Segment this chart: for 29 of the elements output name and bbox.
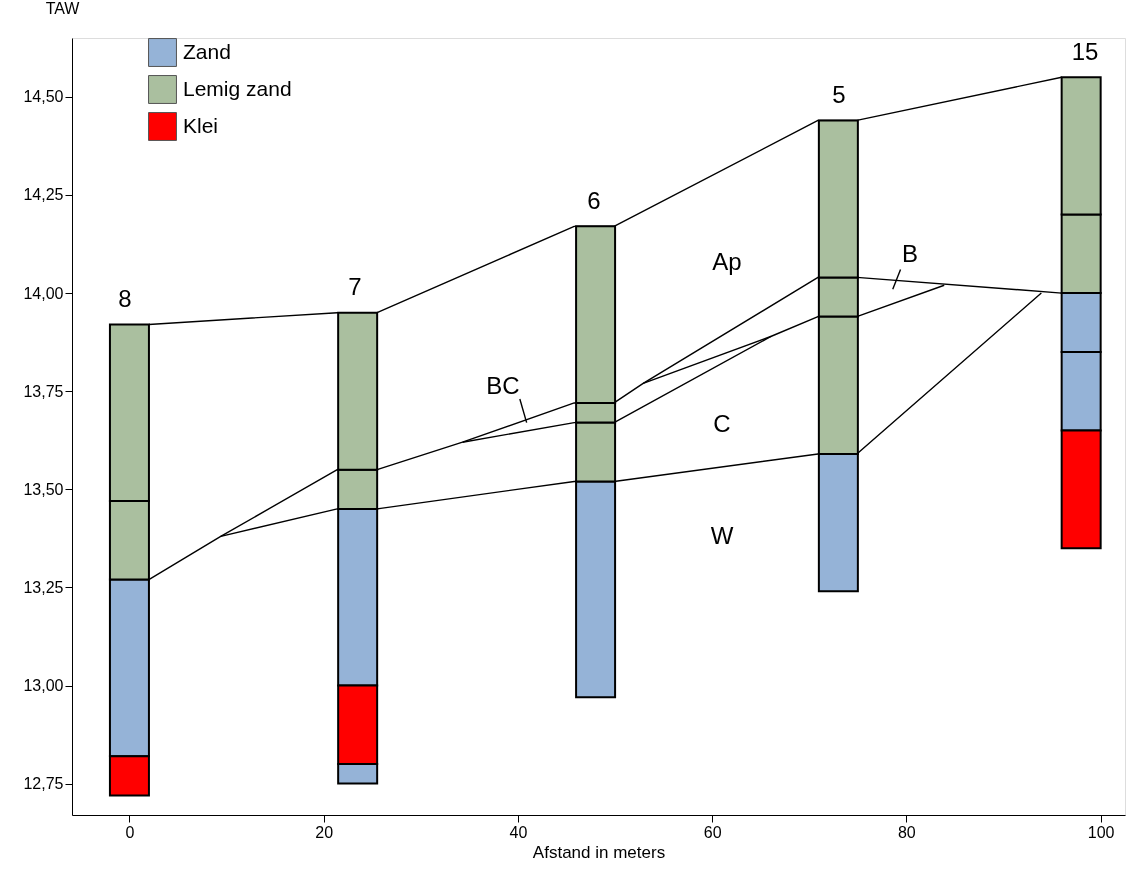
x-axis-title: Afstand in meters [532, 842, 666, 862]
x-tick-label: 0 [125, 823, 135, 841]
y-tick-label: 13,25 [23, 578, 64, 596]
y-tick-label: 14,25 [23, 186, 64, 204]
y-tick-label: 12,75 [23, 775, 64, 793]
annotation: W [710, 522, 734, 549]
y-tick-label: 14,00 [23, 284, 64, 302]
x-tick-label: 60 [703, 823, 722, 841]
annotation: 6 [587, 187, 601, 214]
annotation: 8 [118, 285, 132, 312]
legend-label: Lemig zand [183, 76, 292, 100]
legend-label: Klei [183, 113, 219, 137]
x-tick-label: 80 [897, 823, 916, 841]
x-tick-label: 40 [509, 823, 528, 841]
annotation: C [713, 410, 731, 437]
annotation: 15 [1071, 38, 1099, 65]
x-tick-label: 100 [1087, 823, 1115, 841]
annotation: B [901, 240, 919, 267]
y-tick-label: 13,75 [23, 382, 64, 400]
annotation: BC [486, 372, 520, 399]
annotation: 7 [348, 273, 362, 300]
y-axis-title: TAW [45, 0, 81, 17]
annotation: 5 [832, 81, 846, 108]
y-tick-label: 14,50 [23, 88, 64, 106]
annotation: Ap [712, 248, 742, 275]
y-tick-label: 13,50 [23, 480, 64, 498]
y-tick-label: 13,00 [23, 677, 64, 694]
legend-label: Zand [183, 39, 231, 63]
x-tick-label: 20 [315, 823, 334, 841]
